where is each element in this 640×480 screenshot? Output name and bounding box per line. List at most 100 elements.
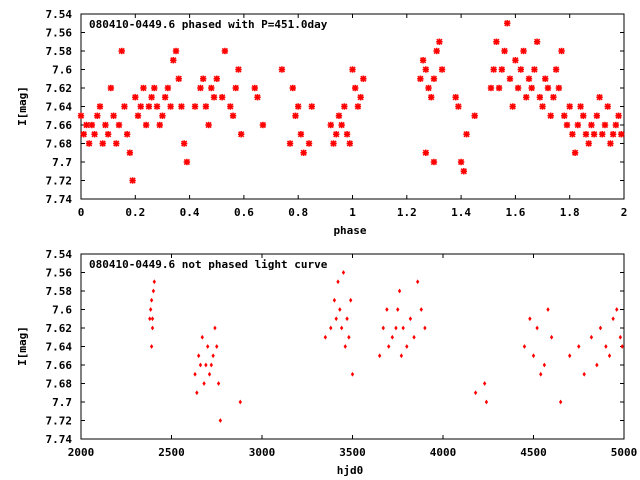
plot-frame bbox=[80, 253, 625, 440]
data-point bbox=[582, 371, 586, 377]
y-tick-label: 7.62 bbox=[46, 322, 73, 335]
data-point bbox=[607, 140, 614, 147]
x-ticks: 0 0.2 0.4 0.6 0.8 1 1.2 1.4 1.6 1.8 2 bbox=[78, 14, 628, 219]
data-point bbox=[218, 94, 226, 101]
data-point bbox=[150, 325, 155, 331]
data-point bbox=[305, 140, 313, 147]
data-point bbox=[542, 362, 547, 368]
y-ticks: 7.54 7.56 7.58 7.6 7.62 7.64 7.66 7.68 7.7 7.72 7.… bbox=[46, 8, 624, 206]
data-point bbox=[430, 158, 438, 166]
data-point bbox=[94, 112, 101, 119]
data-point bbox=[134, 112, 142, 119]
data-point bbox=[232, 84, 239, 92]
y-tick-label: 7.66 bbox=[46, 359, 73, 372]
data-point bbox=[604, 344, 608, 349]
data-point bbox=[593, 112, 601, 119]
data-point bbox=[528, 84, 535, 92]
data-point bbox=[501, 47, 508, 55]
x-tick-label: 1.6 bbox=[505, 206, 525, 219]
data-point bbox=[336, 279, 340, 285]
data-point bbox=[297, 131, 305, 138]
data-point bbox=[195, 390, 199, 396]
data-point bbox=[308, 103, 315, 110]
data-point bbox=[115, 121, 123, 129]
y-tick-label: 7.58 bbox=[46, 285, 73, 298]
data-point bbox=[550, 94, 557, 101]
data-point bbox=[539, 103, 546, 110]
x-tick-label: 2500 bbox=[158, 446, 185, 459]
data-point bbox=[191, 103, 199, 110]
data-point bbox=[590, 131, 598, 138]
data-point bbox=[542, 75, 549, 82]
data-point bbox=[170, 57, 177, 64]
data-point bbox=[377, 353, 382, 359]
data-point bbox=[422, 66, 430, 73]
y-tick-label: 7.66 bbox=[46, 119, 73, 132]
data-point bbox=[153, 103, 161, 110]
data-point bbox=[343, 344, 347, 349]
y-tick-label: 7.64 bbox=[46, 341, 73, 354]
data-point bbox=[536, 94, 544, 101]
data-point bbox=[618, 334, 623, 340]
y-tick-label: 7.54 bbox=[46, 8, 73, 21]
data-point bbox=[235, 66, 242, 73]
y-tick-label: 7.54 bbox=[46, 248, 73, 261]
data-point bbox=[615, 112, 622, 119]
data-point bbox=[528, 316, 532, 322]
y-tick-label: 7.7 bbox=[52, 156, 72, 169]
data-point bbox=[582, 131, 590, 138]
data-point bbox=[546, 307, 550, 312]
data-point bbox=[204, 362, 208, 368]
data-point bbox=[211, 353, 215, 359]
data-point bbox=[338, 121, 345, 129]
data-point bbox=[598, 325, 603, 331]
data-point bbox=[104, 131, 112, 138]
data-point bbox=[208, 84, 215, 92]
data-point bbox=[206, 344, 210, 349]
data-point bbox=[152, 279, 156, 285]
data-point bbox=[300, 149, 307, 156]
data-point bbox=[183, 158, 191, 166]
data-point bbox=[196, 353, 201, 359]
y-tick-label: 7.72 bbox=[46, 415, 73, 428]
data-points bbox=[148, 270, 624, 423]
x-tick-label: 0.2 bbox=[125, 206, 145, 219]
x-tick-label: 2 bbox=[621, 206, 628, 219]
data-point bbox=[615, 307, 619, 312]
x-tick-label: 4500 bbox=[520, 446, 547, 459]
y-tick-label: 7.6 bbox=[52, 64, 72, 77]
y-tick-label: 7.56 bbox=[46, 267, 73, 280]
data-point bbox=[175, 75, 182, 82]
data-point bbox=[504, 20, 511, 27]
data-point bbox=[346, 140, 353, 147]
data-point bbox=[354, 103, 362, 110]
x-ticks: 2000 2500 3000 3500 4000 4500 5000 bbox=[68, 254, 637, 459]
data-point bbox=[506, 75, 514, 82]
data-point bbox=[209, 362, 213, 368]
data-point bbox=[349, 66, 356, 73]
data-point bbox=[599, 131, 606, 138]
data-point bbox=[568, 353, 572, 359]
data-point bbox=[609, 131, 617, 138]
data-point bbox=[289, 84, 296, 92]
data-point bbox=[151, 288, 156, 294]
y-tick-label: 7.64 bbox=[46, 101, 73, 114]
data-point bbox=[547, 112, 554, 119]
data-point bbox=[99, 140, 106, 147]
data-point bbox=[460, 168, 468, 175]
data-point bbox=[618, 131, 625, 138]
data-point bbox=[620, 344, 624, 349]
data-point bbox=[552, 66, 560, 73]
data-point bbox=[198, 362, 203, 368]
data-point bbox=[611, 316, 615, 322]
data-point bbox=[159, 112, 166, 119]
data-point bbox=[107, 84, 115, 92]
data-point bbox=[149, 344, 154, 349]
data-point bbox=[482, 381, 487, 386]
data-point bbox=[332, 297, 337, 303]
data-point bbox=[397, 288, 402, 294]
data-point bbox=[558, 47, 565, 55]
data-point bbox=[343, 131, 351, 138]
data-point bbox=[350, 371, 355, 377]
data-point bbox=[341, 103, 348, 110]
